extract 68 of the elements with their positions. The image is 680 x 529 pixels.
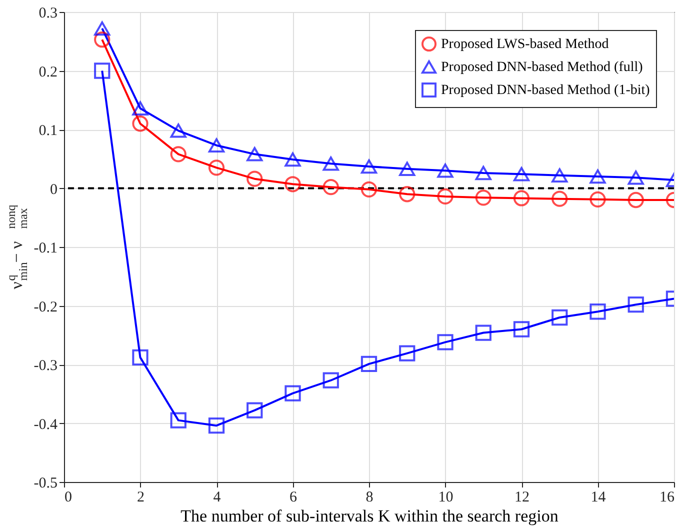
point (437, 164, 454, 178)
x-tick-label: 12 (514, 490, 530, 506)
point (475, 166, 492, 180)
point (208, 160, 225, 176)
point (513, 167, 530, 182)
y-tick-label: -0.1 (34, 240, 58, 256)
point (399, 345, 416, 362)
legend-label: Proposed LWS-based Method (441, 37, 609, 52)
point (208, 418, 225, 434)
y-axis-title: νminq − νmaxnonq (4, 204, 30, 290)
point (170, 146, 186, 162)
point (590, 191, 606, 208)
point (399, 162, 416, 176)
point (132, 349, 148, 366)
y-tick-label: 0.1 (38, 123, 58, 139)
point (94, 62, 110, 79)
x-tick-label: 4 (213, 490, 222, 506)
y-tick-label: -0.3 (34, 358, 58, 374)
point (322, 156, 339, 171)
y-tick-label: -0.4 (34, 416, 58, 433)
legend-label: Proposed DNN-based Method (full) (441, 60, 644, 75)
point (246, 402, 263, 418)
point (437, 188, 454, 205)
point (170, 124, 186, 138)
x-tick-label: 6 (290, 490, 298, 506)
y-tick-label: -0.2 (34, 299, 58, 316)
point (132, 101, 148, 116)
point (284, 385, 301, 402)
point (475, 190, 492, 206)
y-tick-label: 0 (50, 182, 58, 198)
point (208, 138, 225, 152)
point (628, 192, 644, 208)
point (94, 32, 110, 48)
point (552, 309, 568, 326)
point (513, 190, 530, 206)
point (246, 147, 263, 162)
y-tick-label: 0.2 (38, 64, 58, 80)
x-axis-title: The number of sub-intervals K within the search region (180, 506, 559, 526)
point (170, 412, 186, 428)
x-tick-label: 16 (660, 490, 675, 506)
legend-label: Proposed DNN-based Method (1-bit) (441, 83, 650, 98)
x-tick-label: 0 (64, 490, 72, 506)
point (284, 176, 301, 192)
point (590, 169, 606, 184)
point (590, 304, 606, 320)
point (360, 181, 378, 198)
point (360, 159, 378, 174)
y-tick-label: 0.3 (38, 6, 58, 22)
x-tick-label: 2 (137, 490, 144, 506)
point (360, 356, 378, 372)
point (552, 168, 568, 182)
y-tick-label: -0.5 (34, 476, 58, 492)
point (437, 334, 454, 350)
point (475, 324, 492, 341)
point (399, 186, 416, 202)
point (322, 372, 339, 388)
point (628, 296, 644, 313)
x-tick-label: 10 (438, 490, 454, 506)
point (552, 190, 568, 207)
point (132, 116, 148, 132)
point (94, 21, 110, 36)
point (284, 152, 301, 167)
point (513, 321, 530, 338)
x-tick-label: 8 (366, 490, 374, 506)
point (246, 170, 263, 187)
x-tick-label: 14 (590, 490, 606, 506)
point (628, 170, 644, 185)
point (322, 179, 339, 196)
